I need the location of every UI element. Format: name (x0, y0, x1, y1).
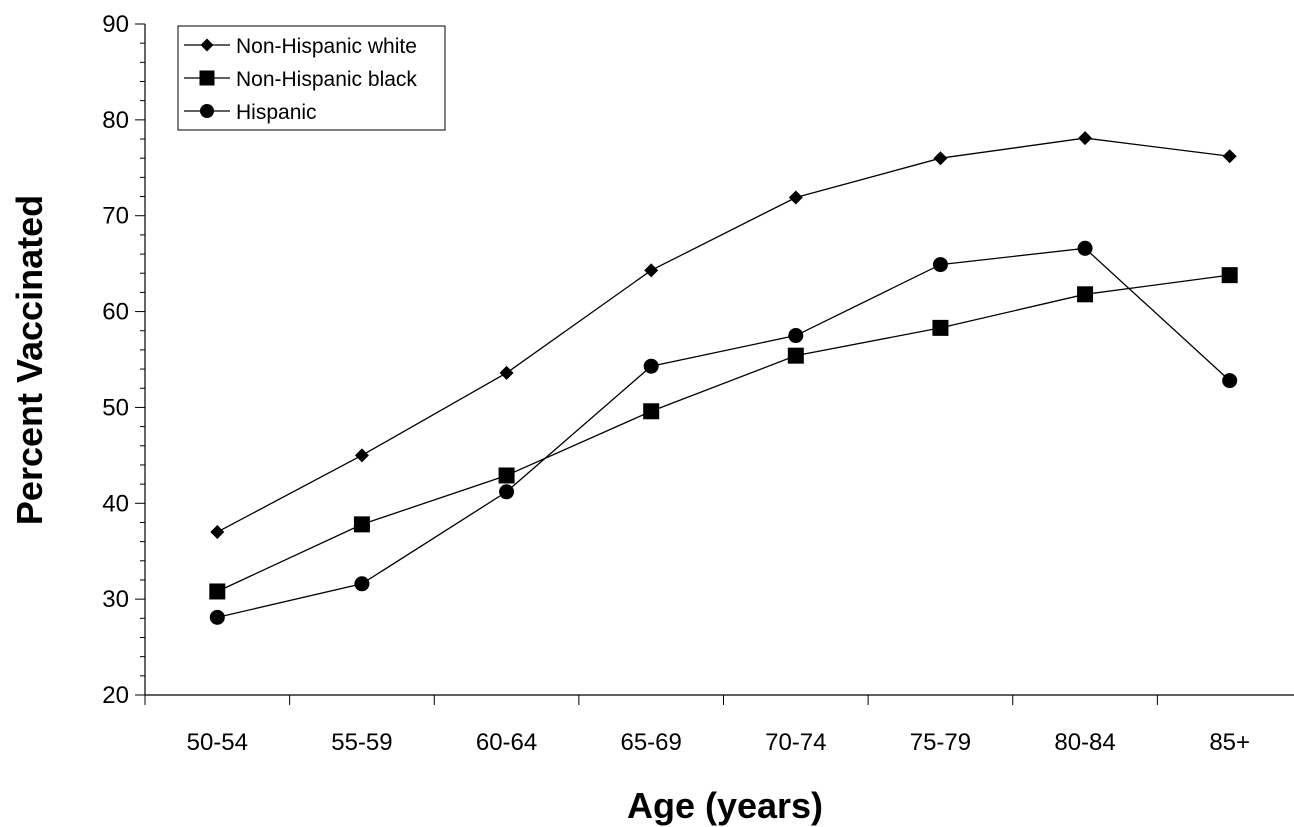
data-point (354, 576, 370, 592)
y-tick-label: 60 (102, 299, 129, 326)
x-tick-label: 70-74 (765, 729, 826, 756)
data-point (354, 448, 369, 463)
legend-label: Non-Hispanic black (236, 68, 417, 91)
data-point (932, 319, 949, 336)
data-point (498, 467, 515, 484)
series-circle (209, 240, 1238, 625)
y-tick-label: 70 (102, 203, 129, 230)
series-line (217, 274, 1230, 593)
data-point (932, 257, 948, 273)
x-tick-label: 50-54 (187, 729, 248, 756)
data-point (209, 609, 225, 625)
y-axis-title: Percent Vaccinated (9, 195, 50, 525)
x-tick-label: 75-79 (910, 729, 971, 756)
legend-marker (200, 104, 214, 118)
data-point (210, 525, 225, 540)
series-diamond (210, 131, 1237, 540)
data-point (788, 190, 803, 205)
legend-marker (200, 38, 214, 52)
y-tick-label: 90 (102, 11, 129, 38)
legend-marker (199, 70, 215, 86)
x-tick-label: 80-84 (1054, 729, 1115, 756)
legend-entry: Non-Hispanic black (184, 68, 417, 91)
data-point (1222, 149, 1237, 164)
legend-entry: Non-Hispanic white (184, 35, 417, 58)
data-point (643, 403, 660, 420)
legend: Non-Hispanic white Non-Hispanic black Hisp… (177, 25, 446, 131)
data-point (1078, 131, 1093, 146)
x-tick-label: 60-64 (476, 729, 537, 756)
legend-entry: Hispanic (184, 101, 317, 124)
data-point (644, 263, 659, 278)
legend-label: Hispanic (236, 101, 317, 124)
x-axis-title: Age (years) (627, 785, 823, 826)
axes: 20 30 40 50 60 70 80 90 50-54 55-59 60-64 65-69 70-7… (102, 11, 1294, 756)
data-point (788, 328, 804, 344)
y-tick-label: 40 (102, 490, 129, 517)
series-line (217, 247, 1231, 618)
y-tick-label: 20 (102, 682, 129, 709)
legend-label: Non-Hispanic white (236, 35, 417, 58)
data-point (1077, 286, 1094, 303)
data-point (499, 484, 515, 500)
data-point (499, 365, 514, 380)
series-line (217, 137, 1230, 533)
data-point (353, 516, 370, 533)
x-tick-label: 85+ (1209, 729, 1250, 756)
data-point (787, 347, 804, 364)
data-point (209, 583, 226, 600)
y-tick-label: 50 (102, 394, 129, 421)
series-square (209, 267, 1238, 600)
data-point (1077, 240, 1093, 256)
data-point (1222, 373, 1238, 389)
y-tick-label: 30 (102, 586, 129, 613)
data-point (643, 358, 659, 374)
x-tick-label: 65-69 (620, 729, 681, 756)
data-point (1221, 267, 1238, 284)
series-group (209, 131, 1238, 625)
x-tick-label: 55-59 (331, 729, 392, 756)
y-tick-label: 80 (102, 107, 129, 134)
data-point (933, 151, 948, 166)
